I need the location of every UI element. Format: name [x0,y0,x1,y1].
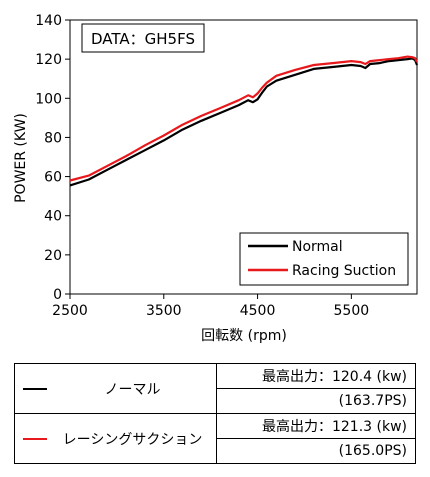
tick-labels: 0 20 40 60 80 100 120 140 2500 3500 4500 5500 [35,13,369,319]
table-row: (163.7PS) [15,388,416,414]
ps-value: (165.0PS) [216,438,416,464]
x-axis-label: 回転数 (rpm) [201,328,287,344]
legend-label-racing-suction: Racing Suction [292,263,396,279]
legend-line-red [23,437,47,440]
y-tick-label: 40 [44,209,62,225]
x-tick-label: 5500 [334,303,370,319]
y-tick-label: 100 [35,91,62,107]
x-tick-label: 2500 [52,303,88,319]
series-line-racing-suction [69,55,418,182]
y-tick-label: 80 [44,130,62,146]
row-name: レーシングサクション [62,431,203,448]
y-tick-label: 20 [44,248,62,264]
table-row: ノーマル 最高出力：120.4 (kw) [14,363,416,414]
table-row: (165.0PS) [15,438,416,464]
ps-value: (163.7PS) [216,388,416,414]
data-annotation-box: DATA：GH5FS [81,23,205,53]
y-tick-label: 120 [35,52,62,68]
legend-line-black [23,387,47,390]
row-name: ノーマル [104,381,161,398]
y-tick-label: 0 [53,287,62,303]
legend: Normal Racing Suction [239,232,409,286]
y-tick-label: 140 [35,13,62,29]
spec-table: ノーマル 最高出力：120.4 (kw) (163.7PS) レーシングサクショ… [14,363,416,464]
power-chart: 0 20 40 60 80 100 120 140 2500 3500 4500 5500 DATA：… [13,13,419,344]
series-layer [69,55,419,187]
table-cell-name: レーシングサクション [14,413,217,464]
x-tick-label: 3500 [146,303,182,319]
series-line-normal [69,57,419,187]
x-tick-label: 4500 [240,303,276,319]
table-cell-name: ノーマル [14,363,217,414]
max-power-value: 最高出力：120.4 (kw) [216,363,416,389]
y-tick-label: 60 [44,170,62,186]
max-power-value: 最高出力：121.3 (kw) [216,413,416,439]
legend-label-normal: Normal [292,239,343,255]
data-annotation: DATA：GH5FS [91,30,195,48]
axis-ticks [65,19,352,299]
table-row: レーシングサクション 最高出力：121.3 (kw) [14,413,416,464]
y-axis-label: POWER (KW) [13,113,29,203]
